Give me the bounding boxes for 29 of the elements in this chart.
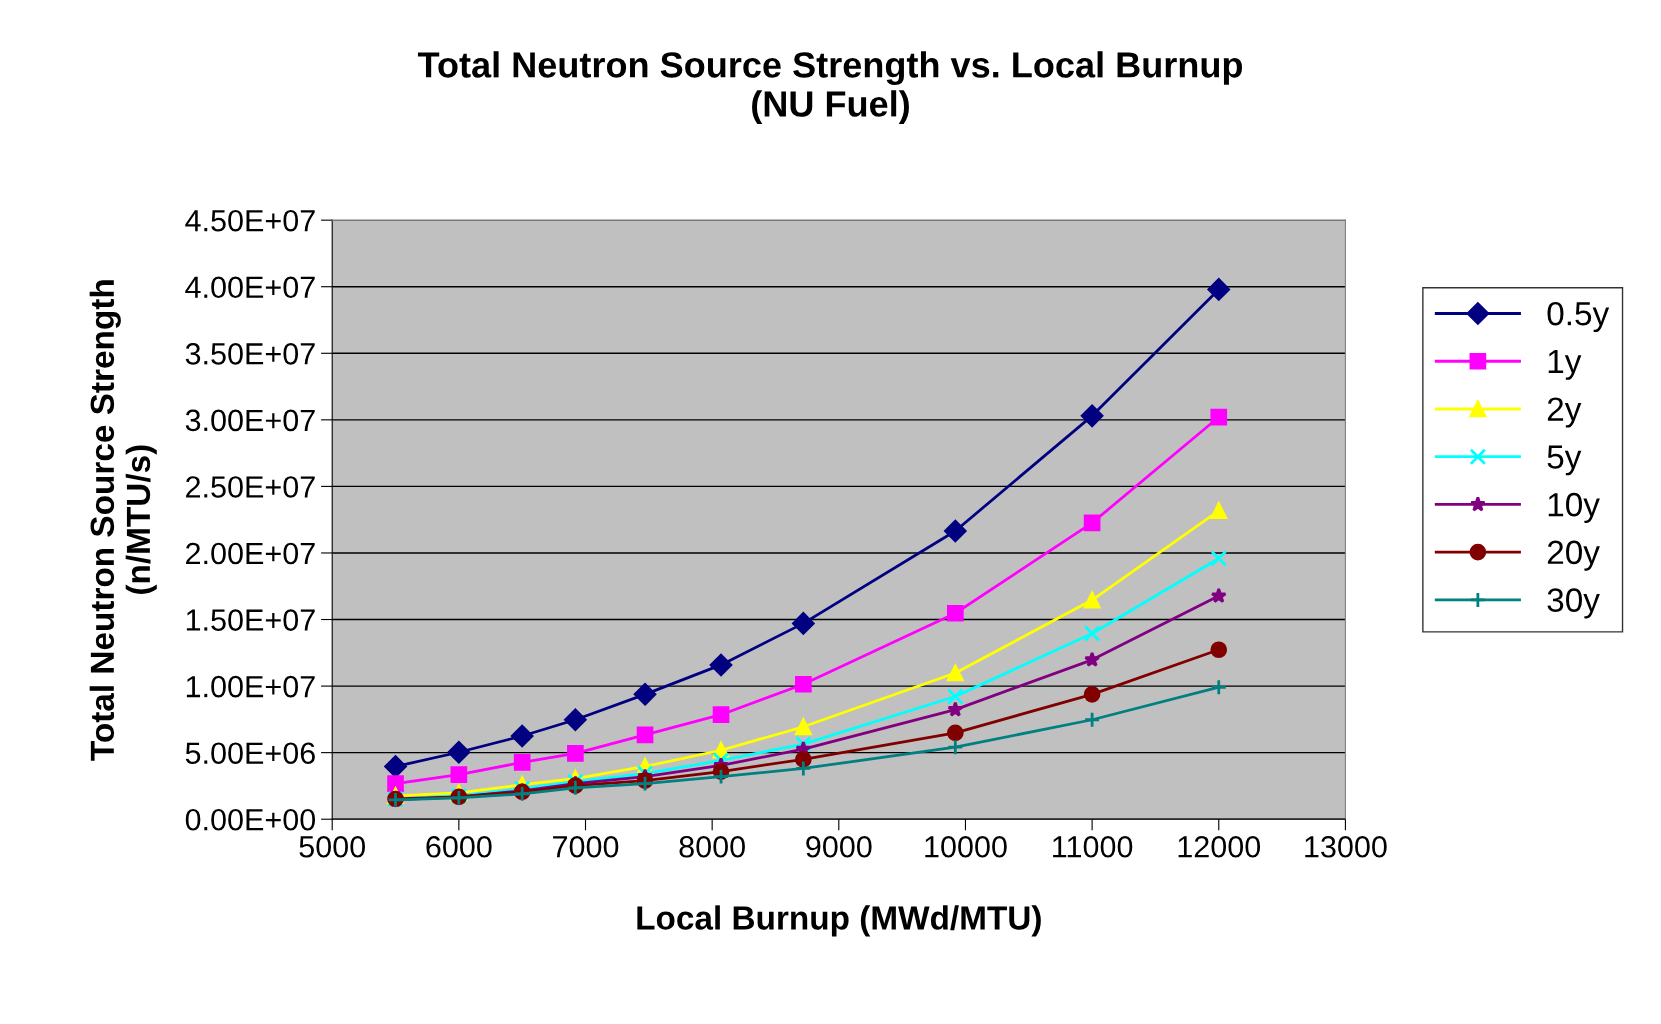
x-axis-title: Local Burnup (MWd/MTU)	[637, 905, 1041, 937]
x-tick-label: 12000	[1178, 835, 1261, 858]
x-tick-label: 10000	[925, 835, 1007, 858]
x-tick-label: 7000	[553, 835, 619, 858]
y-tick-label: 2.50E+07	[186, 476, 315, 498]
legend-label: 30y	[1547, 588, 1600, 619]
y-tick-label: 4.00E+07	[185, 276, 315, 299]
legend-label: 2y	[1547, 397, 1582, 428]
x-tick-label: 11000	[1053, 835, 1133, 858]
y-tick-label: 1.00E+07	[186, 675, 315, 698]
legend-label: 10y	[1548, 492, 1600, 524]
legend-label: 1y	[1548, 349, 1582, 380]
x-tick-label: 9000	[806, 835, 872, 858]
legend-label: 0.5y	[1547, 301, 1610, 333]
x-tick-label: 8000	[679, 835, 745, 858]
y-tick-label: 5.00E+06	[185, 742, 315, 765]
x-tick-label: 6000	[426, 835, 492, 858]
legend-label: 5y	[1547, 445, 1582, 476]
y-tick-label: 2.00E+07	[186, 542, 315, 565]
y-tick-label: 4.50E+07	[185, 209, 315, 232]
y-tick-label: 3.00E+07	[185, 409, 315, 432]
x-tick-label: 5000	[299, 835, 365, 858]
y-tick-label: 0.00E+00	[185, 808, 316, 831]
y-axis-title: Total Neutron Source Strength (n/MTU/s)	[89, 280, 157, 761]
x-tick-label: 13000	[1305, 835, 1387, 858]
y-tick-label: 3.50E+07	[185, 343, 315, 365]
y-tick-label: 1.50E+07	[186, 609, 315, 631]
legend-label: 20y	[1547, 540, 1600, 571]
chart-title: Total Neutron Source Strength vs. Local Burnup (NU Fuel)	[417, 51, 1243, 124]
